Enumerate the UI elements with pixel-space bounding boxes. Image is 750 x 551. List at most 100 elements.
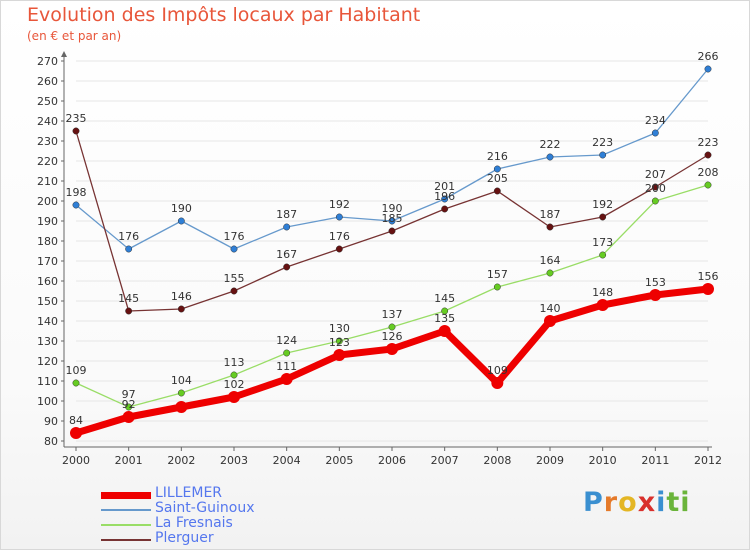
logo-letter: i: [680, 487, 691, 518]
x-tick-label: 2007: [431, 454, 459, 467]
x-tick-label: 2012: [694, 454, 722, 467]
data-point: [546, 223, 554, 231]
data-label: 205: [487, 172, 508, 185]
data-label: 97: [122, 388, 136, 401]
data-labels: 109 97 104 113 124 130 137 145 157 164 173 200 208: [66, 166, 719, 401]
y-tick-label: 130: [37, 335, 58, 348]
chart-title: Evolution des Impôts locaux par Habitant: [27, 4, 421, 26]
series-saint-guinoux: [72, 65, 712, 253]
data-label: 234: [645, 114, 666, 127]
data-point: [175, 401, 188, 413]
data-point: [546, 153, 554, 161]
legend-label: La Fresnais: [155, 515, 233, 531]
series-plerguer: [72, 127, 712, 315]
data-label: 266: [698, 50, 719, 63]
x-tick-label: 2009: [536, 454, 564, 467]
data-point: [441, 205, 449, 213]
data-label: 190: [382, 202, 403, 215]
data-point: [493, 165, 501, 173]
data-point: [230, 245, 238, 253]
legend-swatch: [101, 491, 151, 499]
data-label: 126: [382, 330, 403, 343]
x-tick-label: 2001: [115, 454, 143, 467]
data-point: [441, 307, 449, 315]
x-tick-label: 2008: [483, 454, 511, 467]
data-label: 192: [329, 198, 350, 211]
data-label: 176: [118, 230, 139, 243]
data-label: 223: [698, 136, 719, 149]
legend-label: Plerguer: [155, 530, 214, 546]
data-point: [493, 283, 501, 291]
data-label: 156: [698, 270, 719, 283]
data-label: 111: [276, 360, 297, 373]
data-point: [596, 299, 609, 311]
y-tick-label: 240: [37, 115, 58, 128]
data-label: 92: [122, 398, 136, 411]
series-lillemer: [70, 283, 714, 439]
data-label: 155: [224, 272, 245, 285]
data-label: 84: [69, 414, 83, 427]
legend-swatch: [101, 524, 151, 526]
legend-swatch: [101, 509, 151, 511]
y-tick-label: 180: [37, 235, 58, 248]
y-tick-label: 150: [37, 295, 58, 308]
y-tick-label: 190: [37, 215, 58, 228]
data-label: 235: [66, 112, 87, 125]
logo-letter: i: [656, 487, 667, 518]
data-label: 164: [540, 254, 561, 267]
data-label: 187: [276, 208, 297, 221]
x-tick-label: 2011: [641, 454, 669, 467]
y-tick-label: 100: [37, 395, 58, 408]
data-label: 192: [592, 198, 613, 211]
data-point: [441, 195, 449, 203]
data-label: 207: [645, 168, 666, 181]
data-point: [544, 315, 556, 327]
y-tick-label: 260: [37, 75, 58, 88]
data-point: [599, 251, 607, 259]
data-point: [283, 223, 291, 231]
data-label: 130: [329, 322, 350, 335]
y-tick-label: 140: [37, 315, 58, 328]
x-tick-label: 2000: [62, 454, 90, 467]
data-labels: 198 176 190 176 187 192 190 201 216 222 223 234 266: [66, 50, 719, 243]
data-point: [230, 371, 238, 379]
data-label: 145: [434, 292, 455, 305]
data-point: [388, 217, 396, 225]
legend-label: LILLEMER: [155, 485, 223, 501]
data-point: [177, 217, 185, 225]
data-label: 104: [171, 374, 192, 387]
data-point: [125, 307, 133, 315]
data-label: 216: [487, 150, 508, 163]
y-tick-label: 170: [37, 255, 58, 268]
data-label: 223: [592, 136, 613, 149]
data-point: [122, 411, 135, 423]
data-label: 113: [224, 356, 245, 369]
y-tick-label: 160: [37, 275, 58, 288]
data-label: 196: [434, 190, 455, 203]
data-point: [649, 289, 662, 301]
y-tick-label: 250: [37, 95, 58, 108]
legend-label: Saint-Guinoux: [155, 500, 255, 516]
data-point: [333, 349, 346, 361]
data-labels: 84 92 102 111 123 126 135 109 140 148 153 156: [69, 270, 719, 427]
data-point: [230, 287, 238, 295]
data-label: 176: [224, 230, 245, 243]
logo-letter: r: [603, 487, 619, 518]
data-label: 109: [66, 364, 87, 377]
data-label: 135: [434, 312, 455, 325]
data-label: 123: [329, 336, 350, 349]
data-label: 222: [540, 138, 561, 151]
data-label: 185: [382, 212, 403, 225]
data-point: [280, 373, 293, 385]
data-point: [228, 391, 240, 403]
y-tick-label: 270: [37, 55, 58, 68]
logo-letter: o: [618, 487, 638, 518]
y-axis-arrow: [61, 51, 67, 57]
data-point: [388, 323, 396, 331]
data-point: [438, 325, 451, 337]
data-label: 176: [329, 230, 350, 243]
data-labels: 235 145 146 155 167 176 185 196 205 187 192 207 223: [66, 112, 719, 305]
x-tick-label: 2010: [589, 454, 617, 467]
data-point: [651, 183, 659, 191]
